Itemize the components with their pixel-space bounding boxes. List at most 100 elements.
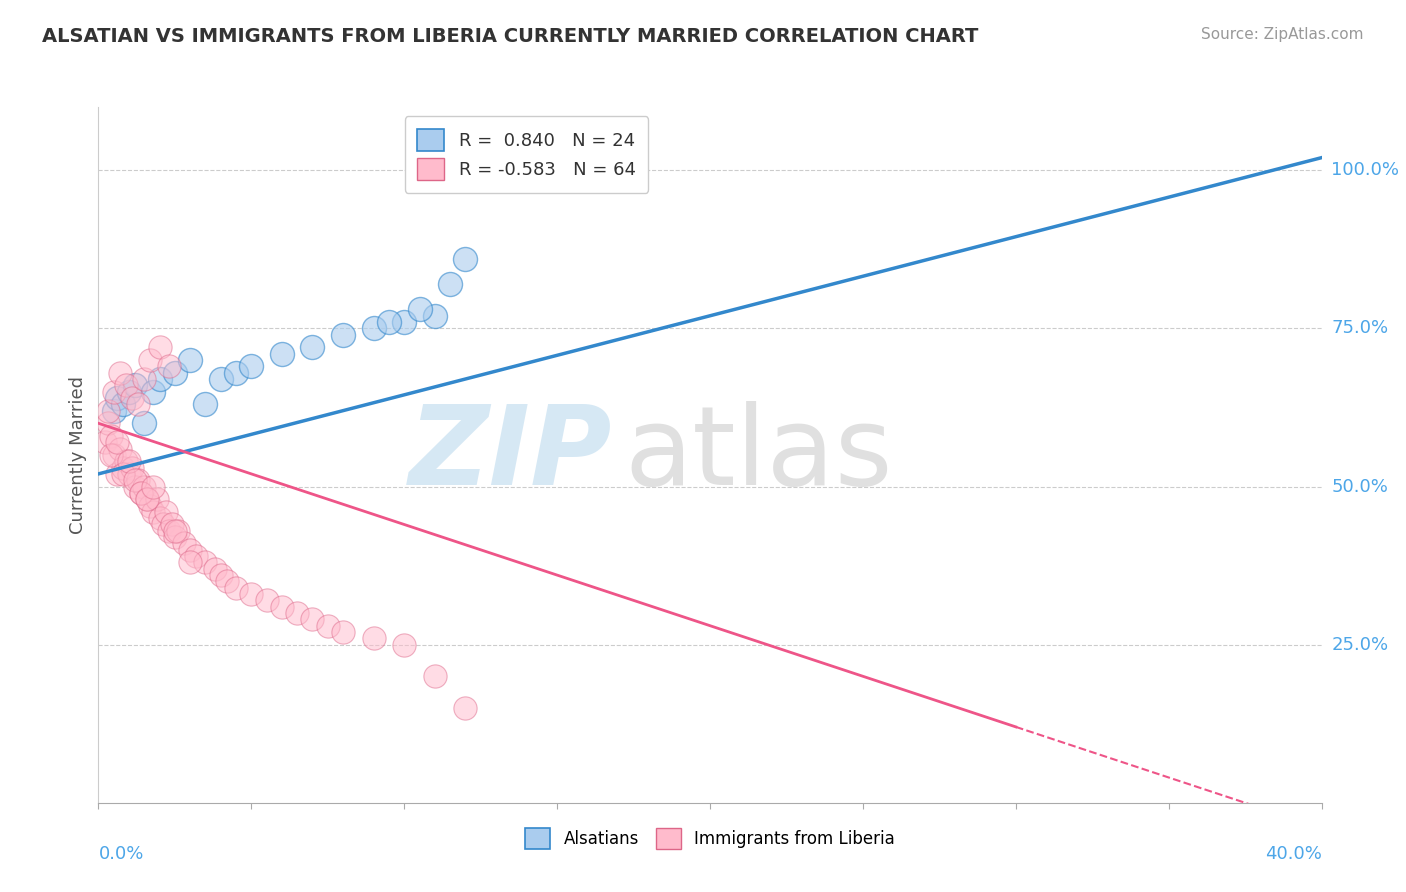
Point — [160, 517, 183, 532]
Point — [139, 499, 162, 513]
Point — [423, 309, 446, 323]
Text: 25.0%: 25.0% — [1331, 636, 1389, 654]
Point — [134, 479, 156, 493]
Point — [118, 467, 141, 481]
Point — [124, 378, 146, 392]
Point — [142, 505, 165, 519]
Point — [100, 448, 122, 462]
Point — [103, 403, 125, 417]
Point — [145, 492, 167, 507]
Point — [142, 479, 165, 493]
Point — [142, 384, 165, 399]
Point — [256, 593, 278, 607]
Point — [179, 556, 201, 570]
Y-axis label: Currently Married: Currently Married — [69, 376, 87, 534]
Point — [149, 372, 172, 386]
Point — [423, 669, 446, 683]
Point — [316, 618, 339, 632]
Point — [301, 340, 323, 354]
Point — [186, 549, 208, 563]
Point — [240, 359, 263, 374]
Point — [215, 574, 238, 589]
Text: atlas: atlas — [624, 401, 893, 508]
Point — [136, 492, 159, 507]
Text: ALSATIAN VS IMMIGRANTS FROM LIBERIA CURRENTLY MARRIED CORRELATION CHART: ALSATIAN VS IMMIGRANTS FROM LIBERIA CURR… — [42, 27, 979, 45]
Point — [100, 429, 122, 443]
Text: Source: ZipAtlas.com: Source: ZipAtlas.com — [1201, 27, 1364, 42]
Point — [129, 486, 152, 500]
Point — [209, 372, 232, 386]
Point — [134, 372, 156, 386]
Point — [121, 460, 143, 475]
Point — [115, 378, 138, 392]
Point — [209, 568, 232, 582]
Point — [103, 384, 125, 399]
Point — [149, 511, 172, 525]
Point — [163, 524, 186, 538]
Text: 50.0%: 50.0% — [1331, 477, 1388, 496]
Point — [179, 353, 201, 368]
Point — [270, 347, 294, 361]
Point — [157, 524, 180, 538]
Point — [225, 366, 247, 380]
Point — [134, 417, 156, 431]
Point — [163, 366, 186, 380]
Point — [124, 479, 146, 493]
Point — [105, 435, 128, 450]
Point — [363, 321, 385, 335]
Point — [157, 359, 180, 374]
Point — [225, 581, 247, 595]
Point — [105, 391, 128, 405]
Point — [332, 327, 354, 342]
Point — [173, 536, 195, 550]
Point — [149, 340, 172, 354]
Point — [105, 467, 128, 481]
Point — [454, 701, 477, 715]
Point — [204, 562, 226, 576]
Point — [111, 397, 134, 411]
Point — [167, 524, 190, 538]
Point — [97, 403, 120, 417]
Point — [108, 366, 131, 380]
Point — [194, 397, 217, 411]
Text: 40.0%: 40.0% — [1265, 845, 1322, 863]
Point — [163, 530, 186, 544]
Point — [270, 599, 294, 614]
Text: 0.0%: 0.0% — [98, 845, 143, 863]
Point — [136, 492, 159, 507]
Text: ZIP: ZIP — [409, 401, 612, 508]
Point — [124, 473, 146, 487]
Point — [111, 460, 134, 475]
Point — [139, 353, 162, 368]
Point — [103, 448, 125, 462]
Point — [240, 587, 263, 601]
Point — [332, 625, 354, 640]
Point — [111, 467, 134, 481]
Text: 75.0%: 75.0% — [1331, 319, 1389, 337]
Point — [118, 384, 141, 399]
Point — [155, 505, 177, 519]
Point — [97, 417, 120, 431]
Point — [454, 252, 477, 266]
Point — [129, 486, 152, 500]
Point — [285, 606, 308, 620]
Point — [363, 632, 385, 646]
Point — [115, 454, 138, 468]
Legend: Alsatians, Immigrants from Liberia: Alsatians, Immigrants from Liberia — [517, 820, 903, 857]
Point — [127, 473, 149, 487]
Point — [194, 556, 217, 570]
Text: 100.0%: 100.0% — [1331, 161, 1399, 179]
Point — [118, 454, 141, 468]
Point — [152, 517, 174, 532]
Point — [108, 442, 131, 456]
Point — [179, 542, 201, 557]
Point — [439, 277, 461, 292]
Point — [378, 315, 401, 329]
Point — [301, 612, 323, 626]
Point — [121, 391, 143, 405]
Point — [93, 435, 115, 450]
Point — [392, 315, 416, 329]
Point — [127, 397, 149, 411]
Point — [392, 638, 416, 652]
Point — [408, 302, 430, 317]
